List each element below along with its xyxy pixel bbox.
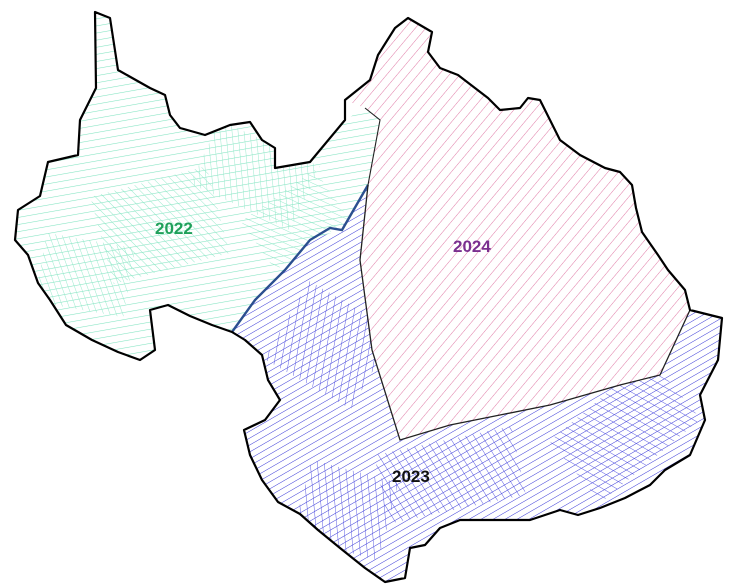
region-2022	[15, 12, 380, 360]
region-boundaries	[231, 107, 691, 441]
label-2022: 2022	[155, 219, 193, 238]
label-2024: 2024	[453, 237, 491, 256]
map-outline	[13, 10, 724, 584]
region-2024	[345, 18, 690, 440]
boundary-east-south	[359, 184, 691, 441]
label-2023: 2023	[392, 467, 430, 486]
boundary-west-east	[364, 107, 381, 186]
boundary-west-south	[231, 184, 370, 333]
